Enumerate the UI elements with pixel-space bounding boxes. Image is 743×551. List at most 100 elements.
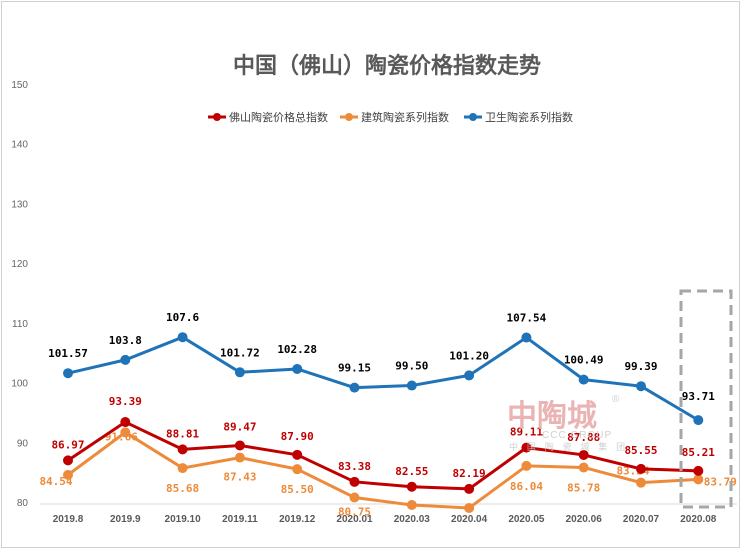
data-point — [464, 483, 475, 494]
data-point — [63, 455, 73, 466]
data-label: 85.55 — [624, 444, 657, 457]
x-tick-label: 2019.9 — [110, 514, 141, 525]
x-tick-label: 2020.01 — [336, 514, 373, 525]
x-tick-label: 2020.06 — [566, 514, 603, 525]
x-tick-label: 2019.8 — [53, 514, 84, 525]
data-label: 80.75 — [338, 506, 371, 519]
y-tick-label: 140 — [11, 140, 28, 151]
data-label: 88.81 — [166, 427, 199, 440]
data-label: 103.8 — [109, 334, 142, 347]
data-point — [406, 380, 417, 391]
legend-label: 佛山陶瓷价格总指数 — [229, 110, 328, 124]
data-point — [177, 332, 188, 343]
data-point — [578, 374, 589, 385]
data-label: 89.47 — [223, 420, 256, 433]
data-point — [521, 460, 532, 471]
x-tick-label: 2019.11 — [222, 514, 258, 525]
data-point — [120, 427, 131, 438]
data-point — [177, 444, 188, 455]
data-label: 101.57 — [48, 347, 88, 360]
data-label: 85.78 — [567, 481, 600, 494]
x-tick-label: 2020.08 — [680, 514, 717, 525]
data-label: 93.39 — [109, 395, 142, 408]
data-label: 91.66 — [105, 430, 138, 443]
data-label: 107.6 — [166, 311, 199, 324]
data-point — [521, 442, 532, 453]
data-point — [234, 440, 245, 451]
data-label: 102.28 — [277, 343, 317, 356]
y-tick-label: 100 — [11, 379, 28, 390]
y-tick-label: 130 — [11, 199, 28, 210]
data-point — [521, 332, 532, 343]
data-point — [693, 474, 704, 485]
legend-item: 卫生陶瓷系列指数 — [464, 110, 573, 124]
data-label: 86.04 — [510, 480, 543, 493]
data-label: 101.72 — [220, 346, 260, 359]
x-axis: 2019.8 2019.9 2019.10 2019.11 2019.12 2020.01… — [40, 503, 737, 525]
data-point — [120, 354, 131, 365]
legend-label: 建筑陶瓷系列指数 — [361, 110, 449, 124]
data-point — [234, 367, 245, 378]
data-point — [693, 465, 704, 476]
data-point — [120, 417, 131, 428]
series-group: 84.54 91.66 85.68 87.43 85.50 80.75 86.04 85.78… — [39, 311, 736, 518]
series-1: 86.97 93.39 88.81 89.47 87.90 83.38 82.55 82.19… — [51, 395, 715, 494]
data-point — [406, 481, 417, 492]
watermark-cn: 中 国 陶 瓷 城 集 团 — [509, 441, 628, 453]
data-label: 99.15 — [338, 362, 371, 375]
series-line — [67, 335, 700, 422]
series-3: 101.57 103.8 107.6 101.72 102.28 99.15 99.50 10… — [48, 311, 715, 426]
data-label: 99.39 — [624, 360, 657, 373]
data-point — [578, 462, 589, 473]
y-tick-label: 150 — [11, 80, 28, 91]
series-line — [67, 430, 699, 510]
x-tick-label: 2019.12 — [279, 514, 316, 525]
data-label: 89.11 — [510, 426, 543, 439]
legend-swatch-marker — [213, 113, 221, 121]
data-point — [234, 452, 245, 463]
data-point — [636, 381, 646, 392]
data-label: 85.68 — [166, 482, 199, 495]
data-point — [177, 463, 188, 474]
y-tick-label: 90 — [17, 438, 29, 449]
legend: 佛山陶瓷价格总指数 建筑陶瓷系列指数 卫生陶瓷系列指数 — [208, 110, 573, 124]
data-point — [693, 415, 704, 426]
legend-swatch-marker — [469, 113, 477, 121]
legend-item: 建筑陶瓷系列指数 — [340, 110, 449, 124]
y-tick-label: 120 — [11, 259, 28, 270]
data-label: 82.19 — [453, 467, 486, 480]
data-label: 83.79 — [704, 475, 737, 488]
data-label: 87.88 — [567, 431, 600, 444]
data-label: 100.49 — [564, 354, 604, 367]
data-point — [636, 463, 646, 474]
watermark: 中陶城 ® CCC GROUP 中 国 陶 瓷 城 集 团 — [507, 394, 628, 453]
x-tick-label: 2020.03 — [394, 514, 431, 525]
watermark-latin: CCC GROUP — [542, 430, 612, 441]
data-label: 101.20 — [449, 349, 489, 362]
data-label: 83.38 — [338, 460, 371, 473]
data-point — [349, 476, 360, 487]
data-point — [636, 477, 646, 488]
chart-title: 中国（佛山）陶瓷价格指数走势 — [233, 53, 541, 79]
series-2: 84.54 91.66 85.68 87.43 85.50 80.75 86.04 85.78… — [39, 427, 737, 519]
data-point — [292, 464, 303, 475]
data-point — [464, 502, 475, 513]
data-point — [349, 492, 360, 503]
x-tick-label: 2019.10 — [165, 514, 202, 525]
data-point — [63, 469, 73, 480]
legend-item: 佛山陶瓷价格总指数 — [208, 110, 328, 124]
y-tick-label: 80 — [17, 498, 29, 509]
data-label: 93.71 — [682, 390, 715, 403]
data-point — [464, 370, 475, 381]
watermark-mark: ® — [612, 394, 620, 405]
y-axis: 80 90 100 110 120 130 140 150 — [11, 80, 28, 509]
legend-swatch-marker — [345, 113, 353, 121]
x-tick-label: 2020.04 — [451, 514, 488, 525]
data-point — [63, 368, 73, 379]
series-line — [67, 420, 699, 491]
data-label: 85.21 — [682, 446, 715, 459]
data-label: 82.55 — [395, 465, 428, 478]
x-tick-label: 2020.05 — [508, 514, 545, 525]
